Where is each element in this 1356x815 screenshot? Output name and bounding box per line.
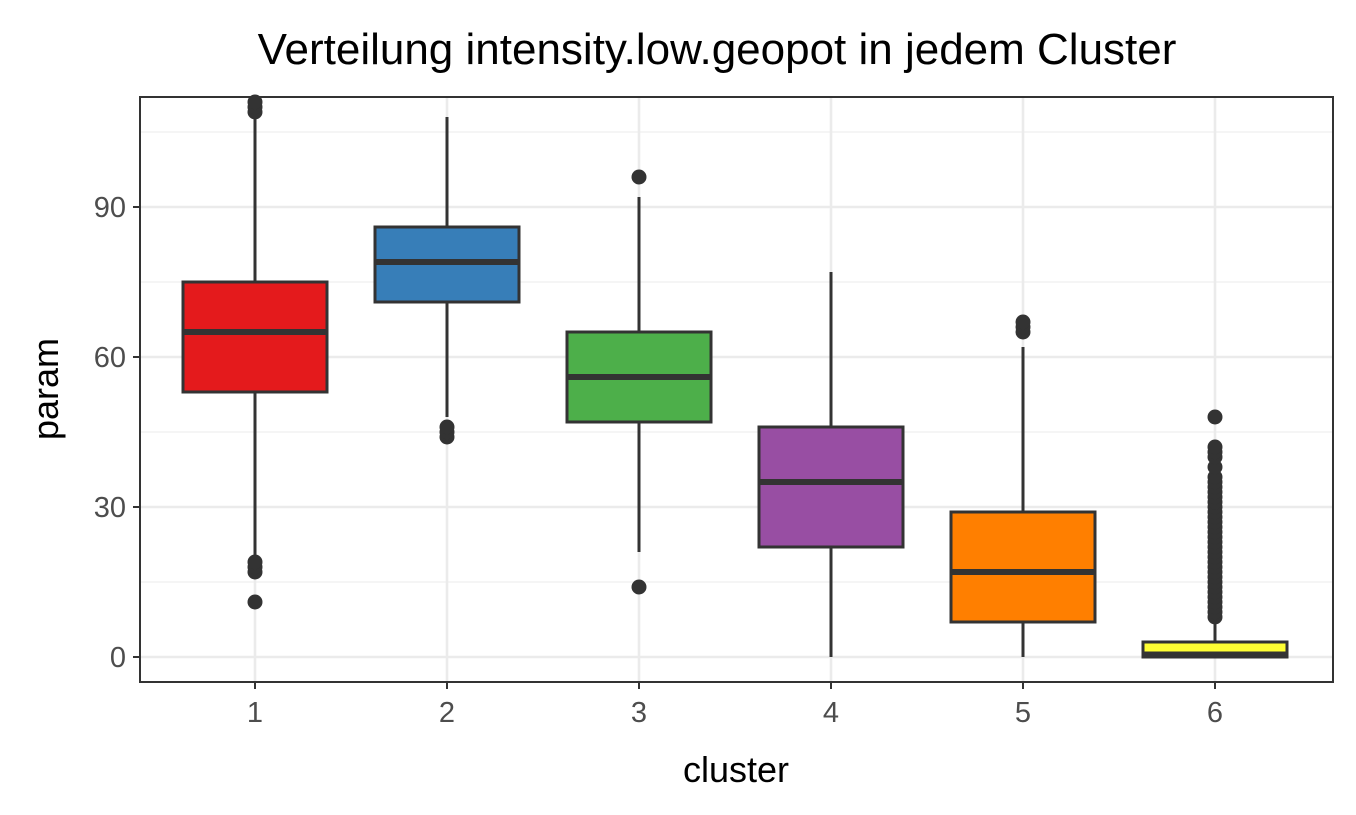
panel-border [139, 96, 1334, 683]
box-group-cluster-6 [1141, 409, 1289, 659]
outlier-point [1207, 439, 1223, 455]
outlier-point [439, 419, 455, 435]
box-group-cluster-4 [757, 272, 905, 657]
x-tick-label: 1 [247, 697, 263, 729]
outlier-point [1015, 314, 1031, 330]
iqr-box [757, 425, 905, 549]
outlier-point [631, 169, 647, 185]
boxes-layer [181, 94, 1289, 659]
x-tick-label: 4 [823, 697, 839, 729]
x-tick-label: 6 [1207, 697, 1223, 729]
outlier-point [1207, 409, 1223, 425]
x-tick-label: 3 [631, 697, 647, 729]
box-group-cluster-3 [565, 169, 713, 595]
outlier-point [631, 579, 647, 595]
y-axis-title: param [25, 338, 66, 440]
x-axis-title: cluster [683, 749, 789, 790]
x-tick-label: 5 [1015, 697, 1031, 729]
outlier-point [247, 554, 263, 570]
iqr-box [949, 510, 1097, 624]
box-group-cluster-1 [181, 94, 329, 610]
chart-title: Verteilung intensity.low.geopot in jedem… [258, 25, 1177, 74]
y-tick-label: 0 [110, 642, 126, 674]
y-tick-label: 60 [94, 342, 126, 374]
y-tick-label: 30 [94, 492, 126, 524]
iqr-box [181, 280, 329, 394]
x-axis: 1 2 3 4 5 6 [247, 682, 1223, 729]
y-axis: 0 30 60 90 [94, 192, 140, 674]
outlier-point [247, 594, 263, 610]
x-tick-label: 2 [439, 697, 455, 729]
box-group-cluster-2 [373, 117, 521, 445]
outlier-point [247, 94, 263, 110]
box-group-cluster-5 [949, 314, 1097, 657]
y-tick-label: 90 [94, 192, 126, 224]
